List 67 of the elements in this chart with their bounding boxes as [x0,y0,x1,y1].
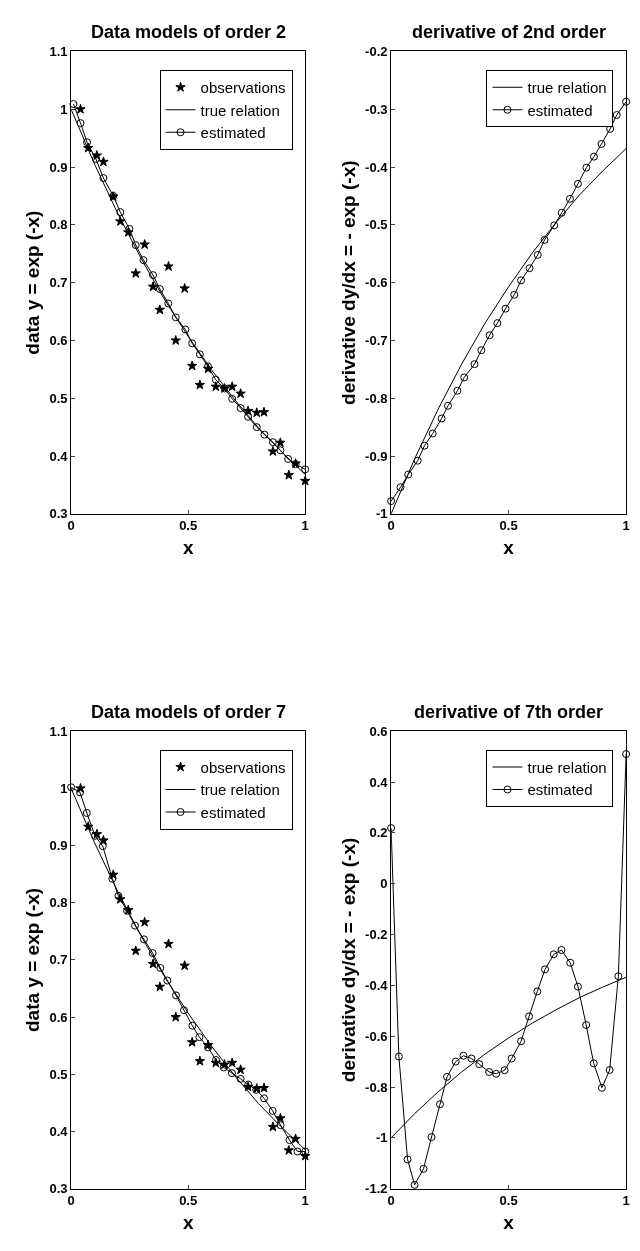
x-axis-title: x [182,537,194,559]
y-tick-label: 0.2 [369,825,388,841]
chart-title: derivative of 2nd order [412,22,607,42]
x-tick-label: 1 [301,1193,309,1209]
x-axis-title: x [503,1212,515,1234]
x-axis-title: x [182,1212,194,1234]
y-tick-label: 0.4 [49,448,69,464]
y-tick-label: 0.7 [49,275,68,291]
y-tick-label: -0.6 [365,1028,388,1044]
y-tick-label: 0.6 [369,723,388,739]
y-tick-label: -1 [375,506,388,522]
y-tick-label: 0.6 [49,333,68,348]
y-tick-label: -0.6 [365,275,388,291]
y-tick-label: 0.8 [49,895,68,911]
y-tick-label: -0.5 [365,217,388,233]
chart-title: Data models of order 7 [91,702,287,722]
legend-label: true relation [527,79,607,97]
legend-label: estimated [200,124,266,142]
y-tick-label: 0.7 [49,952,68,968]
x-tick-label: 0.5 [179,1193,198,1209]
y-tick-label: 0.3 [49,1181,68,1197]
y-tick-label: 0.3 [49,506,68,522]
legend-label: observations [200,79,286,97]
x-tick-label: 1 [622,518,630,534]
y-axis-title: data y = exp (-x) [22,210,44,355]
y-tick-label: 1.1 [49,44,68,60]
y-tick-label: 0.8 [49,217,68,233]
y-axis-title: derivative dy/dx = - exp (-x) [337,837,359,1083]
y-tick-label: -0.3 [365,101,388,117]
x-tick-label: 1 [622,1193,630,1209]
legend-label: true relation [200,101,280,119]
y-tick-label: 0.5 [49,1066,68,1082]
y-tick-label: 1 [60,780,68,796]
x-tick-label: 1 [301,518,309,534]
y-tick-label: 0.4 [369,774,389,790]
y-tick-label: -0.2 [365,44,388,60]
y-tick-label: 0.4 [49,1124,69,1140]
x-axis-title: x [503,537,515,559]
y-tick-label: -1 [375,1130,388,1146]
legend-label: observations [200,758,286,776]
y-tick-label: 0.9 [49,838,68,854]
y-tick-label: -0.8 [365,390,388,406]
y-axis-title: data y = exp (-x) [22,887,44,1033]
y-tick-label: 0.6 [49,1009,68,1025]
y-tick-label: 0.9 [49,159,68,175]
y-tick-label: 1 [60,101,68,117]
x-tick-label: 0.5 [179,518,198,534]
y-tick-label: -0.4 [365,977,389,993]
legend-label: estimated [527,101,593,119]
y-axis-title: derivative dy/dx = - exp (-x) [337,160,359,405]
y-tick-label: -0.7 [365,333,388,348]
y-tick-label: 0.5 [49,390,68,406]
y-tick-label: 0 [380,876,388,892]
y-tick-label: -0.2 [365,927,388,943]
legend-label: true relation [527,758,607,776]
legend-label: estimated [200,803,266,821]
y-tick-label: -0.4 [365,159,389,175]
y-tick-label: -0.8 [365,1079,388,1095]
x-tick-label: 0.5 [499,1193,518,1209]
legend-label: estimated [527,781,593,799]
y-tick-label: -0.9 [365,448,388,464]
y-tick-label: -1.2 [365,1181,388,1197]
x-tick-label: 0.5 [499,518,518,534]
chart-title: Data models of order 2 [91,22,287,42]
chart-title: derivative of 7th order [414,702,604,722]
y-tick-label: 1.1 [49,723,68,739]
legend-label: true relation [200,781,280,799]
